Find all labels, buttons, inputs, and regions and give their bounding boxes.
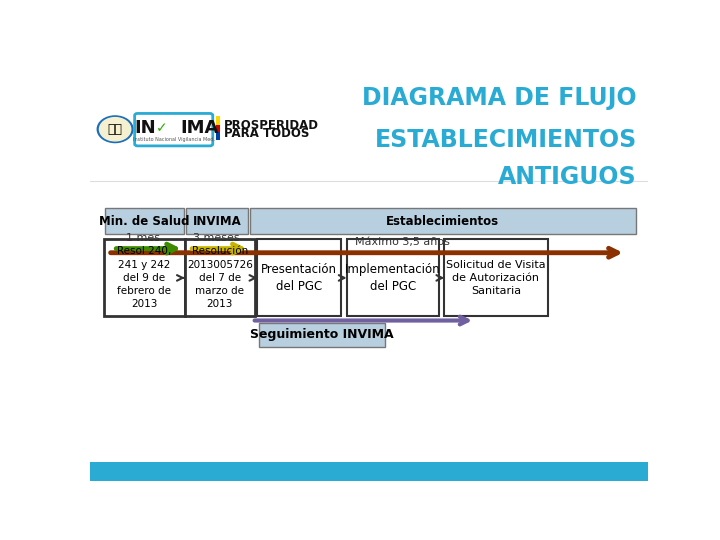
- Bar: [90, 462, 648, 481]
- Text: 🇨🇴: 🇨🇴: [107, 123, 122, 136]
- Text: ESTABLECIMIENTOS: ESTABLECIMIENTOS: [374, 127, 637, 152]
- Text: Instituto Nacional Vigilancia Med.: Instituto Nacional Vigilancia Med.: [132, 137, 215, 142]
- FancyBboxPatch shape: [215, 125, 220, 132]
- Text: DIAGRAMA DE FLUJO: DIAGRAMA DE FLUJO: [362, 86, 637, 110]
- Text: Máximo 3,5 años: Máximo 3,5 años: [355, 237, 450, 247]
- Text: Establecimientos: Establecimientos: [387, 214, 500, 228]
- Text: INVIMA: INVIMA: [192, 214, 241, 228]
- Text: Implementación
del PGC: Implementación del PGC: [345, 263, 441, 293]
- Text: IN: IN: [134, 119, 156, 137]
- FancyBboxPatch shape: [215, 116, 220, 140]
- Circle shape: [97, 116, 133, 143]
- Text: PARA TODOS: PARA TODOS: [224, 127, 310, 140]
- FancyBboxPatch shape: [444, 239, 548, 316]
- FancyBboxPatch shape: [215, 132, 220, 140]
- FancyBboxPatch shape: [250, 208, 636, 234]
- FancyBboxPatch shape: [186, 208, 248, 234]
- Text: IMA: IMA: [181, 119, 219, 137]
- Text: Min. de Salud: Min. de Salud: [99, 214, 189, 228]
- Text: Presentación
del PGC: Presentación del PGC: [261, 263, 337, 293]
- Circle shape: [99, 118, 131, 141]
- Text: PROSPERIDAD: PROSPERIDAD: [224, 119, 319, 132]
- Text: Solicitud de Visita
de Autorización
Sanitaria: Solicitud de Visita de Autorización Sani…: [446, 260, 546, 296]
- Text: Seguimiento INVIMA: Seguimiento INVIMA: [250, 328, 393, 341]
- Text: ANTIGUOS: ANTIGUOS: [498, 165, 637, 189]
- FancyBboxPatch shape: [258, 322, 384, 347]
- FancyBboxPatch shape: [135, 113, 213, 146]
- FancyBboxPatch shape: [104, 239, 185, 316]
- FancyBboxPatch shape: [185, 239, 255, 316]
- FancyBboxPatch shape: [105, 208, 184, 234]
- Text: 3 meses: 3 meses: [193, 233, 240, 243]
- Text: 1 mes: 1 mes: [126, 233, 160, 243]
- Text: ✓: ✓: [156, 121, 167, 135]
- FancyBboxPatch shape: [347, 239, 438, 316]
- Text: Resol 240,
241 y 242
del 9 de
febrero de
2013: Resol 240, 241 y 242 del 9 de febrero de…: [117, 246, 171, 309]
- FancyBboxPatch shape: [258, 239, 341, 316]
- Text: Resolución
2013005726
del 7 de
marzo de
2013: Resolución 2013005726 del 7 de marzo de …: [186, 246, 253, 309]
